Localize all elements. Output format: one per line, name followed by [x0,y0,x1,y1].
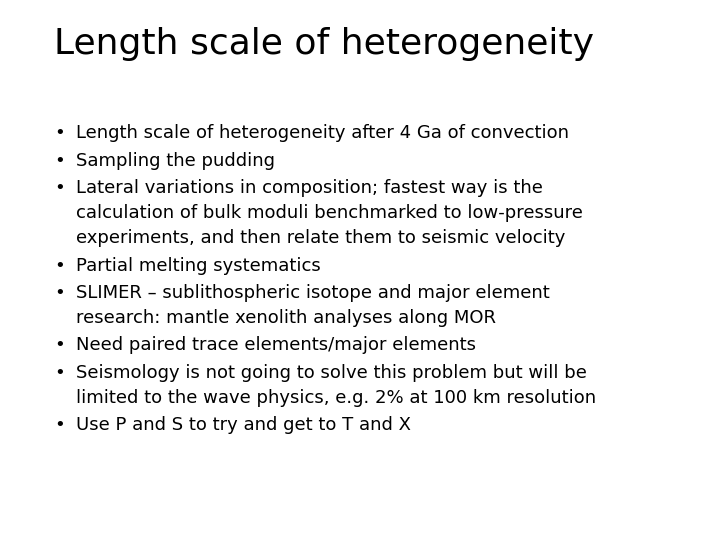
Text: •: • [54,284,65,302]
Text: •: • [54,124,65,142]
Text: Use P and S to try and get to T and X: Use P and S to try and get to T and X [76,416,410,434]
Text: •: • [54,152,65,170]
Text: experiments, and then relate them to seismic velocity: experiments, and then relate them to sei… [76,229,565,247]
Text: limited to the wave physics, e.g. 2% at 100 km resolution: limited to the wave physics, e.g. 2% at … [76,389,595,407]
Text: Length scale of heterogeneity after 4 Ga of convection: Length scale of heterogeneity after 4 Ga… [76,124,569,142]
Text: Need paired trace elements/major elements: Need paired trace elements/major element… [76,336,476,354]
Text: •: • [54,336,65,354]
Text: •: • [54,364,65,382]
Text: SLIMER – sublithospheric isotope and major element: SLIMER – sublithospheric isotope and maj… [76,284,549,302]
Text: •: • [54,179,65,197]
Text: Sampling the pudding: Sampling the pudding [76,152,274,170]
Text: research: mantle xenolith analyses along MOR: research: mantle xenolith analyses along… [76,309,495,327]
Text: Partial melting systematics: Partial melting systematics [76,256,320,274]
Text: •: • [54,416,65,434]
Text: •: • [54,256,65,274]
Text: calculation of bulk moduli benchmarked to low-pressure: calculation of bulk moduli benchmarked t… [76,204,582,222]
Text: Seismology is not going to solve this problem but will be: Seismology is not going to solve this pr… [76,364,587,382]
Text: Length scale of heterogeneity: Length scale of heterogeneity [54,27,594,61]
Text: Lateral variations in composition; fastest way is the: Lateral variations in composition; faste… [76,179,542,197]
